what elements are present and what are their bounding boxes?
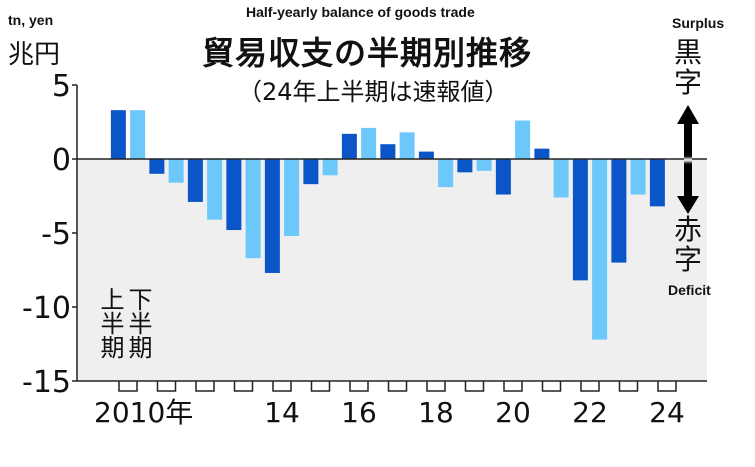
bar-first-half-2014 <box>264 159 280 273</box>
bar-first-half-2022 <box>572 159 588 281</box>
legend-second-half: 下半期 <box>124 287 152 359</box>
bar-first-half-2011 <box>149 159 165 174</box>
chart-title-en: Half-yearly balance of goods trade <box>246 4 475 20</box>
legend-first-half: 上半期 <box>96 287 124 359</box>
bar-first-half-2015 <box>303 159 319 185</box>
y-tick-label: -5 <box>41 217 71 252</box>
bar-second-half-2010 <box>130 110 146 159</box>
bar-second-half-2015 <box>322 159 338 176</box>
deficit-label-jp: 赤字 <box>674 213 703 276</box>
surplus-label: Surplus <box>672 15 725 31</box>
bar-second-half-2014 <box>284 159 300 236</box>
bar-first-half-2016 <box>341 133 357 159</box>
y-axis: 5 0 -5 -10 -15 <box>22 69 78 400</box>
bar-second-half-2022 <box>592 159 608 340</box>
surplus-deficit-arrow <box>677 105 699 214</box>
surplus-label-jp: 黒字 <box>674 36 703 99</box>
x-tick-label: 2010年 <box>94 396 193 429</box>
x-tick-notch <box>310 381 331 392</box>
x-tick-notch <box>541 381 562 392</box>
bar-first-half-2010 <box>110 110 126 159</box>
bar-first-half-2018 <box>418 151 434 159</box>
x-tick-notch <box>503 381 523 392</box>
bar-second-half-2020 <box>515 120 531 159</box>
deficit-label: Deficit <box>668 282 711 298</box>
unit-label-en: tn, yen <box>8 12 54 28</box>
bar-second-half-2012 <box>207 159 223 220</box>
bar-second-half-2018 <box>438 159 454 188</box>
x-tick-notch <box>387 381 408 392</box>
bar-second-half-2011 <box>168 159 184 183</box>
x-tick-label: 22 <box>572 396 608 429</box>
y-tick-label: 0 <box>52 143 71 178</box>
bar-first-half-2012 <box>187 159 203 202</box>
x-tick-notch <box>118 381 138 392</box>
bar-second-half-2019 <box>476 159 492 171</box>
x-tick-notch <box>657 381 677 392</box>
bar-first-half-2020 <box>495 159 511 195</box>
unit-label-jp: 兆円 <box>8 40 61 70</box>
arrow-shaft <box>684 120 692 200</box>
x-tick-notch <box>580 381 600 392</box>
x-tick-notch <box>233 381 254 392</box>
bar-first-half-2023 <box>611 159 627 263</box>
arrow-up-head <box>677 105 699 124</box>
bar-first-half-2017 <box>380 144 396 159</box>
y-tick-label: -15 <box>22 365 71 400</box>
x-tick-notch <box>272 381 292 392</box>
x-tick-notch <box>464 381 485 392</box>
x-tick-label: 20 <box>495 396 531 429</box>
chart-subtitle-jp: （24年上半期は速報値） <box>238 78 509 106</box>
x-tick-label: 18 <box>418 396 454 429</box>
x-tick-notch <box>156 381 177 392</box>
x-tick-notch <box>349 381 369 392</box>
bar-first-half-2024 <box>649 159 665 207</box>
x-axis: 2010年 14 16 18 20 22 24 <box>77 380 707 429</box>
bar-second-half-2016 <box>361 127 377 159</box>
bar-second-half-2021 <box>553 159 569 198</box>
bar-first-half-2019 <box>457 159 473 173</box>
bar-first-half-2013 <box>226 159 242 231</box>
x-tick-notch <box>618 381 639 392</box>
x-tick-notch <box>426 381 446 392</box>
x-tick-notch <box>195 381 215 392</box>
arrow-down-head <box>677 196 699 214</box>
x-tick-label: 24 <box>649 396 685 429</box>
y-tick-label: 5 <box>52 69 71 104</box>
bar-second-half-2013 <box>245 159 261 259</box>
y-tick-label: -10 <box>22 291 71 326</box>
bar-second-half-2017 <box>399 132 415 159</box>
bar-second-half-2023 <box>630 159 646 195</box>
x-tick-label: 16 <box>341 396 377 429</box>
chart-title-jp: 貿易収支の半期別推移 <box>202 34 533 72</box>
bars-group <box>110 110 665 340</box>
x-tick-label: 14 <box>264 396 300 429</box>
bar-first-half-2021 <box>534 148 550 159</box>
